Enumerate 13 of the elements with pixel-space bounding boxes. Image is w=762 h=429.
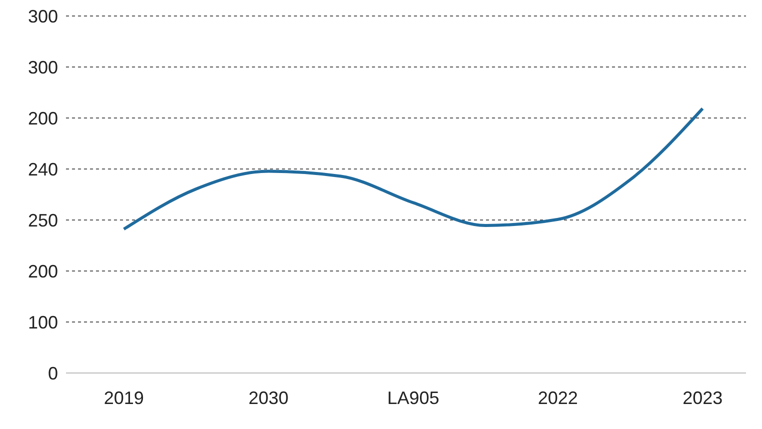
x-tick-label: 2023 xyxy=(682,388,723,408)
category-label: 300 xyxy=(28,57,58,78)
x-tick-label: 2022 xyxy=(538,388,578,408)
category-label: 200 xyxy=(28,261,58,282)
category-label: 100 xyxy=(28,312,58,332)
x-tick-label: 2030 xyxy=(248,388,289,408)
category-label: 200 xyxy=(28,108,58,128)
x-tick-label: LA905 xyxy=(387,388,440,408)
category-label: 240 xyxy=(28,159,58,180)
category-label: 300 xyxy=(28,6,58,26)
category-label: 0 xyxy=(48,363,58,384)
x-tick-label: 2019 xyxy=(104,388,144,408)
category-label: 250 xyxy=(28,210,58,230)
